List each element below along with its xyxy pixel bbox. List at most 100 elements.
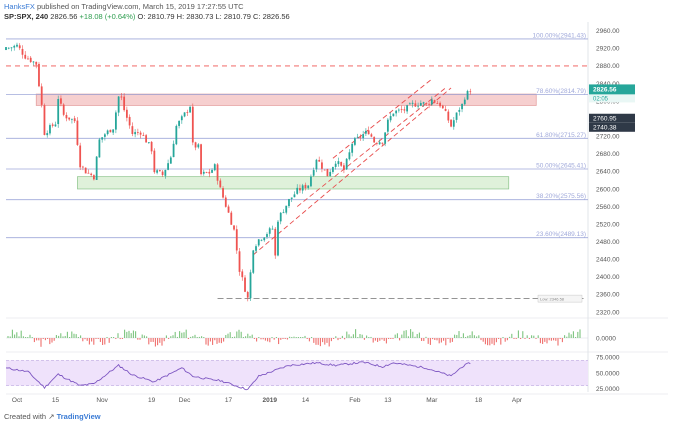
candle-body [57, 98, 60, 125]
x-tick-label: 15 [52, 397, 60, 404]
candle-body [282, 212, 285, 214]
candle-body [395, 110, 398, 114]
candle-body [38, 63, 40, 87]
candle-body [378, 142, 381, 145]
symbol-label[interactable]: SP:SPX, 240 [4, 12, 49, 21]
y-tick-label: 2360.00 [596, 292, 620, 299]
candle-body [197, 144, 200, 148]
price-tag [589, 113, 635, 123]
candle-body [79, 145, 82, 168]
candle-body [114, 112, 117, 130]
candle-body [301, 185, 304, 191]
candle-body [274, 228, 277, 256]
candle-body [51, 124, 54, 126]
footer-brand[interactable]: TradingView [56, 412, 101, 421]
candle-body [128, 116, 131, 126]
candle-body [216, 164, 219, 181]
candle-body [408, 103, 411, 105]
candle-body [463, 99, 466, 105]
x-tick-label: 18 [475, 397, 483, 404]
low-label-box [537, 294, 583, 303]
fib-level-label: 78.60%(2814.79) [536, 88, 586, 95]
candle-body [112, 129, 115, 133]
candle-body [268, 228, 271, 234]
candle-body [249, 272, 252, 299]
candle-body [145, 135, 148, 143]
candle-body [40, 86, 43, 105]
channel-line-lower [252, 87, 452, 256]
candle-body [46, 133, 49, 136]
candle-body [290, 197, 293, 199]
candle-body [334, 163, 337, 167]
y-tick-label: 2440.00 [596, 257, 620, 264]
candle-body [373, 137, 376, 143]
candle-body [200, 144, 202, 175]
candle-body [82, 166, 84, 168]
y-tick-label: 2920.00 [596, 46, 620, 53]
candle-body [43, 105, 46, 135]
author-link[interactable]: HanksFX [4, 2, 35, 11]
candle-body [233, 225, 235, 230]
candle-body [18, 45, 21, 49]
fib-level-label: 61.80%(2715.27) [536, 132, 586, 139]
x-tick-label: Mar [426, 397, 438, 404]
candle-body [318, 159, 321, 162]
candle-body [340, 162, 343, 166]
y-tick-label: 2720.00 [596, 134, 620, 141]
candle-body [386, 119, 389, 132]
candle-body [90, 173, 93, 175]
x-tick-label: 2019 [263, 397, 278, 404]
candle-body [227, 206, 230, 213]
candle-body [428, 103, 430, 105]
candle-body [153, 150, 156, 173]
candle-body [211, 169, 213, 173]
candle-body [406, 105, 409, 112]
candle-body [65, 115, 68, 119]
x-tick-label: Apr [512, 397, 523, 404]
candle-body [466, 90, 469, 100]
price-tag-label: 2760.95 [593, 116, 617, 123]
candle-body [60, 98, 62, 104]
candle-body [384, 132, 387, 144]
candle-body [29, 57, 32, 63]
momentum-tick-label: 0.0000 [596, 335, 616, 342]
channel-line-upper [332, 78, 433, 159]
candle-body [10, 47, 13, 49]
candle-body [439, 102, 441, 107]
candle-body [241, 271, 244, 278]
candle-body [93, 175, 95, 180]
candle-body [5, 47, 7, 51]
price-tag [589, 122, 635, 132]
candle-body [224, 197, 227, 207]
candle-body [7, 47, 10, 49]
candle-body [252, 250, 255, 273]
candle-body [169, 157, 172, 164]
candle-body [136, 132, 139, 133]
candle-body [109, 129, 112, 133]
candle-body [375, 142, 378, 144]
rsi-tick-label: 25.0000 [596, 386, 620, 393]
rsi-tick-label: 50.0000 [596, 370, 620, 377]
candle-body [222, 188, 224, 198]
candle-body [244, 277, 246, 292]
candle-body [266, 234, 268, 237]
published-text: published on TradingView.com, March 15, … [36, 2, 244, 11]
candle-body [32, 61, 35, 63]
candle-body [299, 188, 301, 191]
candle-body [213, 164, 216, 171]
candle-body [68, 117, 71, 120]
candle-body [323, 169, 326, 171]
candle-body [49, 125, 51, 134]
candle-body [95, 156, 98, 180]
candle-body [139, 132, 142, 135]
y-tick-label: 2600.00 [596, 186, 620, 193]
candle-body [73, 118, 76, 122]
candle-body [403, 109, 406, 111]
candle-body [178, 120, 180, 126]
candle-body [142, 135, 145, 137]
candle-body [370, 134, 373, 137]
candle-body [279, 212, 282, 222]
last-price: 2826.56 [50, 12, 78, 21]
x-tick-label: Dec [179, 397, 191, 404]
